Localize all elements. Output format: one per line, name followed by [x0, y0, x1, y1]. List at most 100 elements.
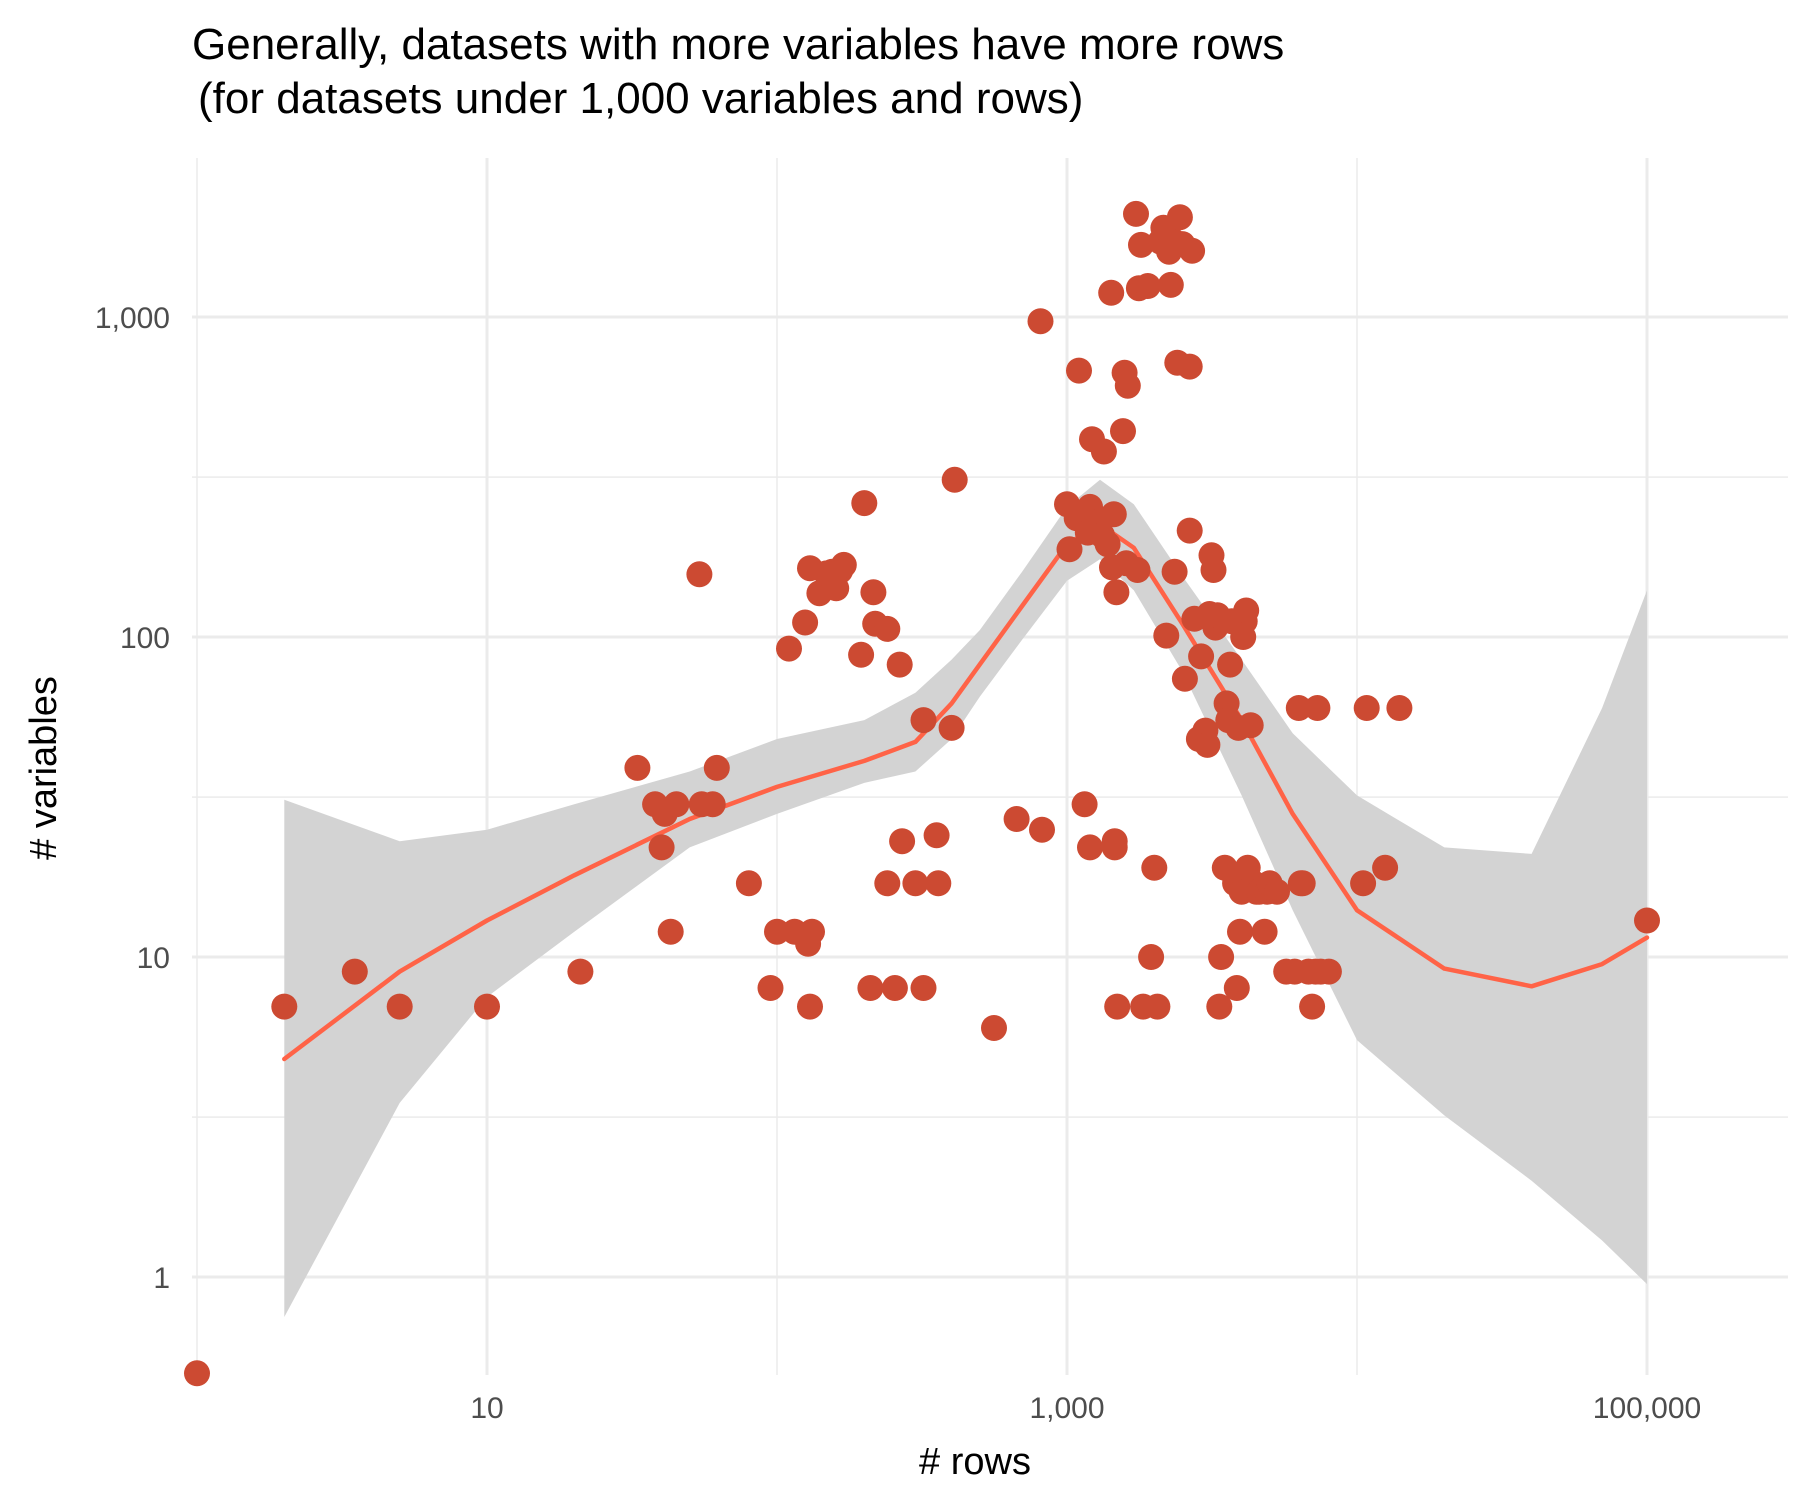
data-point-8: [648, 834, 675, 861]
data-point-66: [1098, 279, 1125, 306]
data-point-82: [1134, 273, 1161, 299]
data-point-96: [1171, 665, 1198, 692]
data-point-45: [923, 822, 950, 849]
data-point-92: [1161, 558, 1188, 585]
data-point-115: [1217, 651, 1244, 678]
data-point-60: [1077, 834, 1103, 861]
data-point-136: [1285, 695, 1312, 721]
confidence-band: [284, 479, 1647, 1317]
data-point-68: [1100, 501, 1127, 528]
data-point-4: [474, 993, 500, 1020]
data-point-72: [1104, 993, 1131, 1020]
data-point-48: [941, 466, 968, 493]
x-axis-title: # rows: [919, 1441, 1031, 1483]
data-point-110: [1206, 993, 1233, 1020]
data-point-78: [1124, 557, 1151, 583]
y-tick-label-3: 1,000: [95, 302, 170, 335]
data-point-90: [1157, 271, 1184, 298]
chart-title-line-2: (for datasets under 1,000 variables and …: [198, 74, 1084, 123]
data-point-118: [1223, 975, 1250, 1001]
confidence-band-layer: [284, 479, 1647, 1317]
data-point-147: [1372, 854, 1399, 881]
data-point-41: [889, 828, 916, 855]
data-point-37: [874, 615, 901, 642]
data-point-145: [1350, 870, 1377, 897]
data-point-76: [1114, 372, 1141, 399]
data-point-34: [857, 975, 884, 1001]
smooth-line-layer: [282, 522, 1650, 1062]
data-point-102: [1188, 643, 1215, 670]
smooth-trend-line: [282, 522, 1650, 1062]
data-point-146: [1353, 695, 1380, 721]
data-point-21: [792, 609, 819, 636]
data-point-73: [1110, 418, 1136, 445]
y-tick-label-1: 10: [137, 942, 170, 975]
data-point-88: [1153, 622, 1180, 649]
x-tick-label-1: 1,000: [1029, 1392, 1104, 1425]
data-point-56: [1066, 357, 1092, 384]
data-point-16: [735, 870, 762, 897]
data-point-10: [657, 918, 684, 945]
data-point-38: [874, 870, 901, 897]
y-axis-title: # variables: [23, 676, 65, 860]
data-point-2: [341, 958, 368, 985]
data-point-54: [1056, 536, 1083, 563]
y-tick-label-0: 1: [153, 1262, 170, 1295]
data-point-44: [910, 707, 937, 734]
y-tick-label-2: 100: [120, 622, 170, 655]
data-point-80: [1128, 231, 1154, 258]
data-point-126: [1237, 712, 1264, 739]
data-point-77: [1123, 200, 1149, 227]
data-point-39: [881, 975, 908, 1001]
data-point-70: [1101, 828, 1128, 855]
data-point-84: [1141, 854, 1168, 881]
data-point-24: [797, 993, 823, 1020]
data-point-98: [1176, 517, 1203, 544]
tick-label-layer: 10 1,000 100,000 1 10 100 1,000: [95, 302, 1701, 1425]
data-point-142: [1304, 695, 1331, 721]
data-point-111: [1208, 944, 1235, 970]
data-point-17: [757, 975, 784, 1001]
data-point-104: [1194, 731, 1221, 758]
data-point-31: [830, 551, 857, 578]
data-point-148: [1386, 695, 1413, 721]
data-point-40: [886, 651, 913, 678]
data-point-83: [1138, 944, 1165, 970]
data-point-42: [902, 870, 929, 897]
data-point-49: [981, 1015, 1007, 1041]
data-point-133: [1264, 878, 1290, 905]
data-point-6: [624, 754, 651, 781]
data-point-3: [386, 993, 413, 1020]
data-point-32: [848, 641, 875, 668]
data-point-5: [567, 958, 594, 985]
data-point-33: [851, 490, 878, 517]
data-point-85: [1144, 993, 1171, 1020]
data-point-19: [776, 635, 802, 662]
data-point-138: [1289, 870, 1316, 897]
data-point-35: [860, 579, 887, 606]
data-point-124: [1233, 597, 1260, 624]
data-point-47: [938, 714, 965, 741]
data-point-149: [1634, 907, 1660, 934]
data-point-140: [1299, 993, 1326, 1020]
data-point-130: [1251, 918, 1278, 945]
data-point-0: [184, 1360, 210, 1387]
data-point-14: [699, 791, 726, 818]
data-point-1: [271, 993, 298, 1020]
data-point-51: [1027, 308, 1054, 335]
data-point-97: [1176, 353, 1203, 380]
data-point-57: [1071, 791, 1098, 818]
data-point-71: [1103, 579, 1130, 606]
data-point-11: [663, 791, 690, 818]
data-point-15: [703, 754, 730, 781]
data-point-65: [1094, 531, 1121, 558]
x-tick-label-2: 100,000: [1593, 1392, 1701, 1425]
data-point-12: [686, 561, 713, 588]
data-point-99: [1179, 237, 1206, 264]
data-point-52: [1029, 816, 1055, 843]
x-tick-label-0: 10: [470, 1392, 503, 1425]
chart-title-line-1: Generally, datasets with more variables …: [192, 20, 1285, 69]
data-point-64: [1090, 438, 1117, 465]
